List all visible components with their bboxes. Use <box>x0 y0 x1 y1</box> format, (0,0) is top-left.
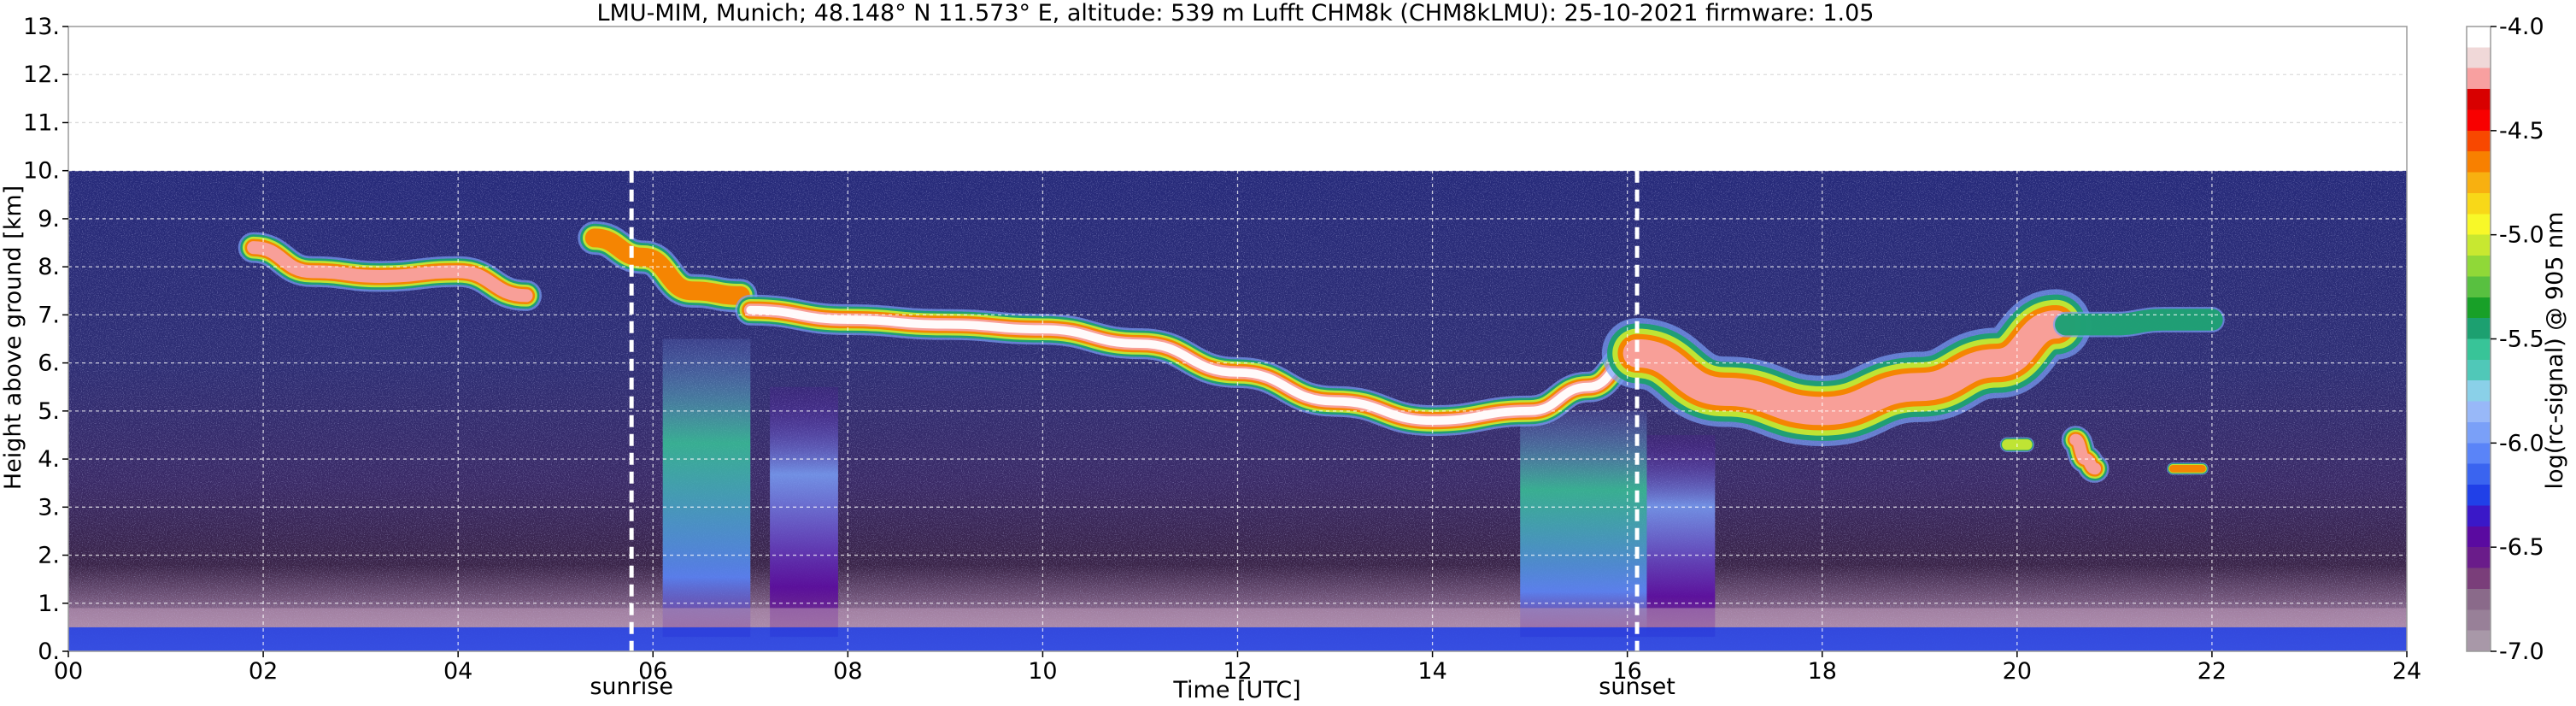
y-tick-label: 2. <box>38 543 60 569</box>
colorbar-tick-label: -5.0 <box>2499 222 2544 249</box>
colorbar-label: log(rc-signal) @ 905 nm <box>2542 212 2568 490</box>
colorbar-ticks: -7.0 -6.5 -6.0 -5.5 -5.0 -4.5 -4.0 <box>2491 14 2544 665</box>
y-tick-label: 9. <box>38 206 60 232</box>
x-tick-label: 10 <box>1028 658 1057 685</box>
colorbar-tick-label: -6.5 <box>2499 534 2544 561</box>
x-tick-label: 04 <box>443 658 472 685</box>
colorbar-tick-label: -5.5 <box>2499 327 2544 353</box>
y-tick-label: 8. <box>38 254 60 280</box>
precip-fallstreak <box>1646 434 1716 638</box>
y-tick-label: 7. <box>38 302 60 328</box>
y-tick-label: 3. <box>38 494 60 521</box>
x-tick-label: 12 <box>1223 658 1252 685</box>
x-tick-label: 18 <box>1808 658 1837 685</box>
plot-area: sunrise sunset <box>67 26 2408 700</box>
colorbar-scale <box>2466 26 2491 652</box>
x-tick-label: 20 <box>2003 658 2032 685</box>
cloud-layer <box>2052 307 2225 338</box>
x-tick-label: 06 <box>638 658 667 685</box>
y-tick-label: 11. <box>23 109 60 136</box>
colorbar-tick-label: -6.0 <box>2499 430 2544 456</box>
y-tick-label: 4. <box>38 446 60 473</box>
sun-events: sunrise sunset <box>590 170 1675 700</box>
y-axis: 0. 1. 2. 3. 4. 5. 6. 7. 8. 9. 10. 11. 12. 13. <box>23 14 68 665</box>
y-tick-label: 5. <box>38 398 60 425</box>
colorbar-tick-label: -7.0 <box>2499 638 2544 665</box>
x-tick-label: 16 <box>1612 658 1641 685</box>
colorbar: -7.0 -6.5 -6.0 -5.5 -5.0 -4.5 -4.0 log(rc-sign… <box>2466 14 2568 665</box>
precip-fallstreak <box>770 386 838 638</box>
precip-fallstreak <box>662 338 751 638</box>
event-label-sunset: sunset <box>1599 674 1675 700</box>
y-axis-label: Height above ground [km] <box>0 185 26 490</box>
x-tick-label: 00 <box>54 658 83 685</box>
y-tick-label: 13. <box>23 14 60 40</box>
cloud-layer <box>1601 289 2092 447</box>
cloud-layer <box>2061 426 2110 483</box>
x-tick-label: 24 <box>2392 658 2421 685</box>
colorbar-tick-label: -4.0 <box>2499 14 2544 40</box>
x-tick-label: 02 <box>249 658 278 685</box>
y-tick-label: 12. <box>23 62 60 88</box>
cloud-layer <box>578 221 758 313</box>
chart-title: LMU-MIM, Munich; 48.148° N 11.573° E, al… <box>597 0 1875 26</box>
x-axis-label: Time [UTC] <box>1172 677 1300 703</box>
y-tick-label: 6. <box>38 350 60 377</box>
colorbar-tick-label: -4.5 <box>2499 118 2544 144</box>
grid <box>68 26 2407 651</box>
y-tick-label: 0. <box>38 638 60 665</box>
x-tick-label: 22 <box>2198 658 2227 685</box>
x-tick-label: 14 <box>1417 658 1446 685</box>
event-label-sunrise: sunrise <box>590 674 673 700</box>
y-tick-label: 1. <box>38 591 60 617</box>
y-tick-label: 10. <box>23 158 60 185</box>
cloud-layer <box>238 232 543 311</box>
precip-fallstreak <box>1520 410 1647 638</box>
x-tick-label: 08 <box>833 658 862 685</box>
x-axis: 00 02 04 06 08 10 12 14 16 18 20 22 24 <box>54 651 2421 685</box>
